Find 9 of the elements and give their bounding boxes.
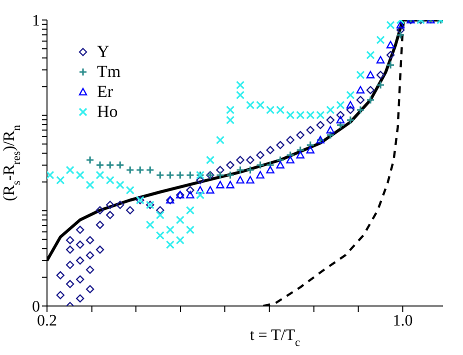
x-axis-title: t = T/T$_{c}$	[250, 327, 300, 349]
x-tick-label: 0.2	[37, 312, 57, 330]
legend-label: Tm	[97, 62, 121, 82]
y-tick-label: 0	[32, 298, 40, 316]
x-tick-label: 1.0	[392, 312, 413, 330]
legend-label: Ho	[97, 102, 118, 122]
legend-label: Y	[97, 42, 110, 62]
y-tick-label: 1	[32, 12, 40, 30]
legend-label: Er	[97, 82, 114, 102]
